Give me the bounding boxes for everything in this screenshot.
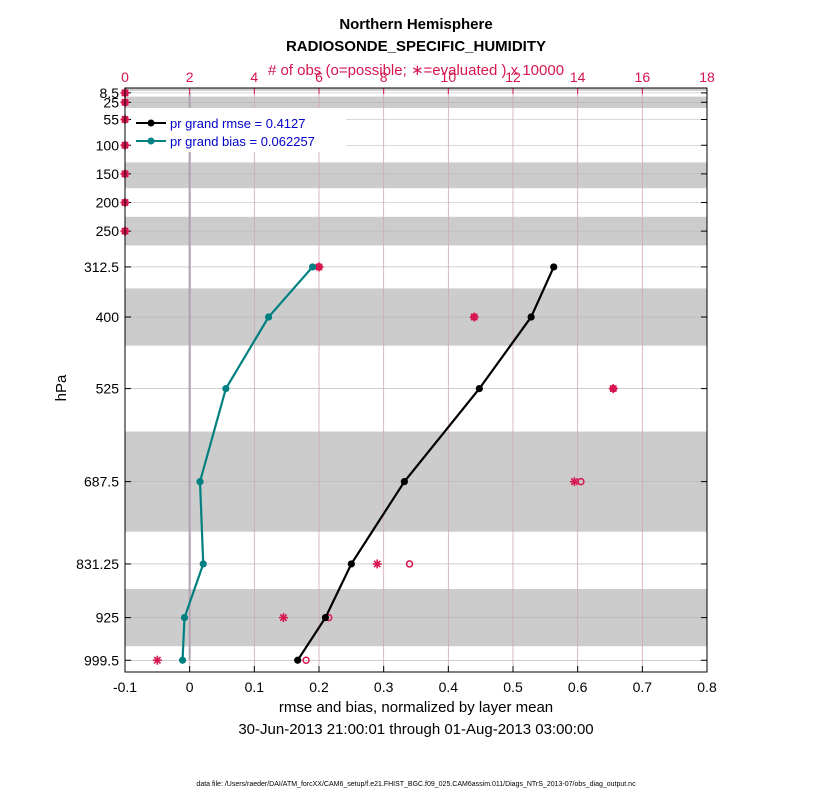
y-tick-label: 25 bbox=[103, 94, 119, 110]
y-tick-label: 100 bbox=[96, 137, 120, 153]
top-tick-label: 10 bbox=[441, 69, 457, 85]
y-tick-label: 150 bbox=[96, 166, 120, 182]
series-point-1 bbox=[199, 560, 207, 568]
series-point-1 bbox=[308, 263, 317, 271]
asterisk-stroke bbox=[570, 477, 579, 486]
series-point-1 bbox=[264, 313, 273, 321]
top-tick-label: 4 bbox=[250, 69, 258, 85]
y-tick-label: 999.5 bbox=[84, 652, 119, 668]
asterisk-stroke bbox=[153, 656, 162, 664]
shaded-band-2 bbox=[125, 162, 707, 189]
chart-title: Northern Hemisphere bbox=[339, 16, 492, 33]
series-point-0 bbox=[294, 656, 302, 664]
x-tick-label: 0 bbox=[186, 679, 194, 695]
asterisk-stroke bbox=[609, 384, 617, 393]
series-point-1 bbox=[180, 614, 189, 622]
top-tick-label: 8 bbox=[380, 69, 388, 85]
series-point-0 bbox=[400, 478, 408, 486]
series-point-1 bbox=[178, 656, 187, 664]
x-tick-label: 0.8 bbox=[697, 679, 717, 695]
axis-ticks: -0.1 0 0.1 0.2 0.3 0.4 0.5 0.6 0.7 0.8 0 2 4 6 8 10 12 14… bbox=[76, 69, 717, 695]
obs-evaluated-marker bbox=[569, 477, 579, 487]
series-point-0 bbox=[321, 614, 330, 622]
asterisk-stroke bbox=[373, 560, 381, 568]
asterisk-stroke bbox=[315, 263, 323, 271]
obs-evaluated-marker bbox=[372, 559, 382, 569]
series-point-1 bbox=[222, 384, 230, 393]
obs-possible-marker bbox=[405, 560, 414, 568]
date-range: 30-Jun-2013 21:00:01 through 01-Aug-2013… bbox=[238, 721, 593, 738]
series-point-0 bbox=[550, 263, 558, 271]
y-tick-label: 250 bbox=[96, 223, 120, 239]
top-tick-label: 2 bbox=[186, 69, 194, 85]
x-tick-label: 0.6 bbox=[568, 679, 588, 695]
series-point-1 bbox=[196, 478, 204, 486]
y-tick-label: 831.25 bbox=[76, 556, 119, 572]
top-tick-label: 6 bbox=[315, 69, 323, 85]
legend: pr grand rmse = 0.4127 pr grand bias = 0… bbox=[131, 108, 346, 152]
chart-subtitle: RADIOSONDE_SPECIFIC_HUMIDITY bbox=[286, 38, 546, 55]
x-tick-label: 0.1 bbox=[245, 679, 265, 695]
top-tick-label: 14 bbox=[570, 69, 586, 85]
obs-possible-marker bbox=[302, 656, 310, 665]
y-tick-label: 8.5 bbox=[100, 85, 120, 101]
data-file-footnote: data file: /Users/raeder/DAI/ATM_forcXX/… bbox=[196, 781, 636, 788]
y-tick-label: 925 bbox=[96, 610, 120, 626]
obs-evaluated-marker bbox=[152, 655, 162, 665]
asterisk-stroke bbox=[279, 613, 288, 622]
plot-frame bbox=[124, 87, 708, 673]
series-point-0 bbox=[347, 560, 355, 568]
y-tick-label: 525 bbox=[96, 381, 120, 397]
x-axis-label: rmse and bias, normalized by layer mean bbox=[279, 699, 553, 716]
top-tick-label: 18 bbox=[699, 69, 715, 85]
x-tick-label: -0.1 bbox=[113, 679, 137, 695]
asterisk-stroke bbox=[470, 313, 478, 321]
obs-evaluated-marker bbox=[469, 312, 479, 322]
shaded-bands bbox=[125, 88, 707, 647]
x-tick-label: 0.5 bbox=[503, 679, 523, 695]
y-tick-label: 200 bbox=[96, 195, 120, 211]
x-tick-label: 0.2 bbox=[309, 679, 329, 695]
series-point-0 bbox=[527, 313, 535, 321]
y-tick-label: 312.5 bbox=[84, 259, 119, 275]
x-tick-label: 0.3 bbox=[374, 679, 394, 695]
x-tick-label: 0.4 bbox=[439, 679, 459, 695]
top-tick-label: 12 bbox=[505, 69, 521, 85]
top-axis-label: # of obs (o=possible; ∗=evaluated ) x 10… bbox=[268, 62, 564, 79]
legend-label-rmse: pr grand rmse = 0.4127 bbox=[170, 116, 306, 131]
series-point-0 bbox=[475, 384, 483, 393]
legend-marker-rmse bbox=[147, 119, 155, 127]
obs-evaluated-marker bbox=[608, 384, 618, 394]
y-tick-label: 55 bbox=[103, 111, 119, 127]
shaded-band-0 bbox=[125, 88, 707, 91]
y-axis-label: hPa bbox=[53, 374, 70, 401]
x-tick-label: 0.7 bbox=[633, 679, 653, 695]
legend-box bbox=[131, 108, 346, 152]
legend-label-bias: pr grand bias = 0.062257 bbox=[170, 134, 315, 149]
series-lines bbox=[178, 263, 558, 664]
obs-evaluated-marker bbox=[278, 613, 288, 623]
legend-marker-bias bbox=[147, 137, 155, 145]
top-tick-label: 0 bbox=[121, 69, 129, 85]
y-tick-label: 400 bbox=[96, 309, 120, 325]
y-tick-label: 687.5 bbox=[84, 474, 119, 490]
top-tick-label: 16 bbox=[635, 69, 651, 85]
